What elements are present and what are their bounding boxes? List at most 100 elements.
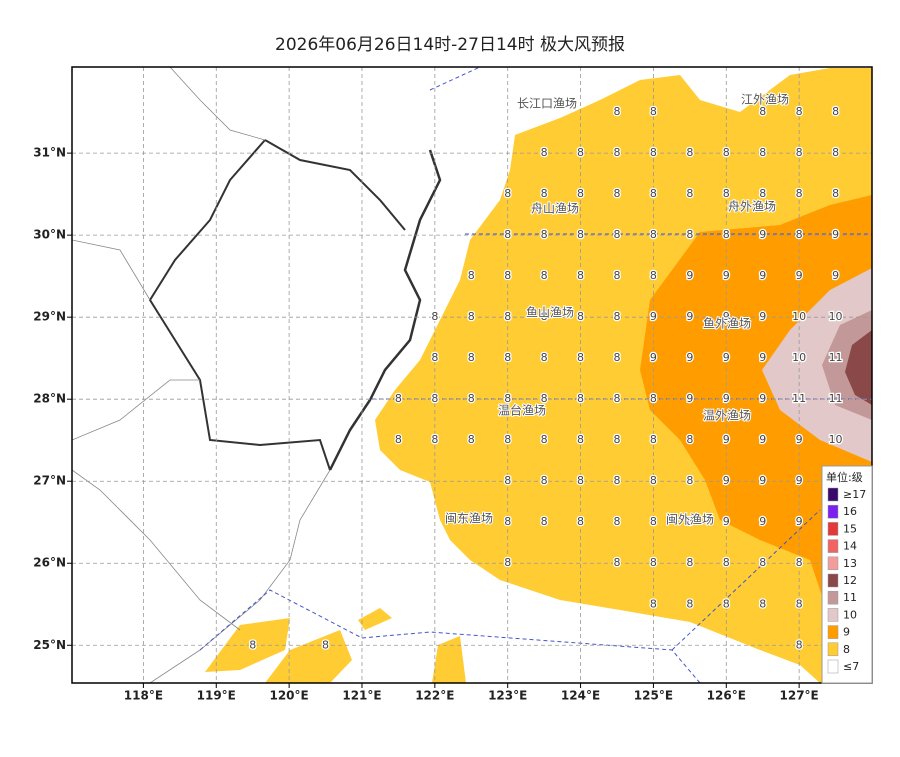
- legend-label: ≤7: [843, 660, 859, 673]
- wind-level: 8: [613, 228, 620, 241]
- wind-level: 8: [431, 433, 438, 446]
- legend-swatch: [827, 625, 839, 639]
- wind-level: 8: [431, 392, 438, 405]
- legend-title: 单位:级: [826, 470, 863, 484]
- wind-level: 8: [796, 597, 803, 610]
- wind-level: 8: [686, 556, 693, 569]
- legend-swatch: [827, 642, 839, 657]
- fishery-area-label: 鱼山渔场: [526, 306, 574, 320]
- legend-label: 8: [843, 643, 850, 656]
- wind-level: 8: [613, 433, 620, 446]
- wind-level: 8: [686, 146, 693, 159]
- coastline: [328, 149, 442, 471]
- level-10-area: [762, 268, 872, 462]
- wind-level: 10: [792, 310, 806, 323]
- wind-level: 8: [832, 187, 839, 200]
- wind-level: 9: [832, 228, 839, 241]
- legend-swatch: [827, 590, 839, 605]
- x-tick-label: 124°E: [561, 689, 600, 703]
- wind-fields: [72, 67, 872, 683]
- legend-swatch: [827, 504, 839, 519]
- wind-level: 8: [504, 351, 511, 364]
- wind-level: 9: [759, 433, 766, 446]
- x-tick-label: 118°E: [124, 689, 163, 703]
- wind-level: 8: [504, 310, 511, 323]
- wind-level: 9: [723, 474, 730, 487]
- x-tick-label: 125°E: [634, 689, 673, 703]
- wind-level: 8: [796, 187, 803, 200]
- wind-level: 9: [723, 269, 730, 282]
- wind-level: 8: [650, 433, 657, 446]
- wind-level: 8: [723, 597, 730, 610]
- wind-level: 8: [541, 515, 548, 528]
- province-border: [148, 139, 406, 471]
- wind-level: 8: [759, 187, 766, 200]
- wind-level: 8: [796, 228, 803, 241]
- wind-level: 8: [650, 515, 657, 528]
- wind-level: 8: [650, 269, 657, 282]
- wind-level: 9: [759, 269, 766, 282]
- wind-level: 11: [792, 392, 806, 405]
- wind-level: 11: [829, 392, 843, 405]
- wind-level: 9: [723, 515, 730, 528]
- wind-level: 8: [577, 310, 584, 323]
- x-tick-label: 120°E: [269, 689, 308, 703]
- wind-level: 9: [650, 310, 657, 323]
- y-tick-label: 28°N: [33, 392, 66, 406]
- wind-level: 8: [759, 597, 766, 610]
- fishery-area-label: 闽东渔场: [445, 512, 493, 526]
- x-tick-label: 126°E: [707, 689, 746, 703]
- wind-level: 8: [796, 556, 803, 569]
- fishery-area-label: 温外渔场: [703, 409, 751, 423]
- wind-level: 8: [468, 433, 475, 446]
- wind-level: 9: [723, 392, 730, 405]
- wind-level: 8: [504, 392, 511, 405]
- wind-level: 8: [504, 556, 511, 569]
- wind-level: 8: [686, 433, 693, 446]
- wind-level: 9: [759, 515, 766, 528]
- wind-level: 11: [829, 351, 843, 364]
- wind-level: 9: [832, 269, 839, 282]
- wind-level: 8: [759, 146, 766, 159]
- wind-level: 10: [792, 351, 806, 364]
- wind-level: 8: [723, 187, 730, 200]
- wind-level: 8: [686, 597, 693, 610]
- wind-level: 8: [613, 351, 620, 364]
- wind-level: 9: [796, 433, 803, 446]
- wind-level: 8: [686, 187, 693, 200]
- wind-level: 8: [650, 228, 657, 241]
- wind-level: 8: [431, 351, 438, 364]
- legend-swatch: [827, 556, 839, 571]
- wind-level: 9: [650, 351, 657, 364]
- wind-level: 8: [322, 638, 329, 651]
- x-tick-label: 127°E: [780, 689, 819, 703]
- wind-level: 8: [541, 269, 548, 282]
- wind-level: 9: [759, 392, 766, 405]
- wind-level: 8: [832, 146, 839, 159]
- wind-level: 8: [395, 433, 402, 446]
- wind-level: 8: [832, 105, 839, 118]
- wind-level: 8: [613, 474, 620, 487]
- wind-level: 8: [650, 556, 657, 569]
- fishery-area-label: 鱼外渔场: [703, 317, 751, 331]
- wind-level: 9: [686, 269, 693, 282]
- wind-level: 8: [650, 187, 657, 200]
- wind-level: 8: [577, 515, 584, 528]
- legend-label: 16: [843, 505, 857, 518]
- overlay: 8 8 8 8 8 8 8 8 8 8 8 8 8 8 8 8 8 8 8 8 8 8 8 8 8 8 8 8 8 8 8 9 8 9 8 8 8 8 8 8…: [72, 67, 872, 683]
- wind-level: 8: [468, 392, 475, 405]
- wind-level: 8: [613, 310, 620, 323]
- wind-level: 8: [541, 228, 548, 241]
- fishery-area-label: 长江口渔场: [517, 97, 577, 111]
- wind-level: 9: [686, 310, 693, 323]
- wind-level: 9: [796, 474, 803, 487]
- wind-level: 8: [796, 638, 803, 651]
- legend-label: 10: [843, 608, 857, 621]
- wind-level: 9: [723, 433, 730, 446]
- wind-level: 8: [759, 556, 766, 569]
- level-12-area: [845, 330, 872, 405]
- legend-swatch: [827, 573, 839, 588]
- wind-level: 9: [723, 310, 730, 323]
- legend-label: 12: [843, 574, 857, 587]
- y-tick-label: 27°N: [33, 474, 66, 488]
